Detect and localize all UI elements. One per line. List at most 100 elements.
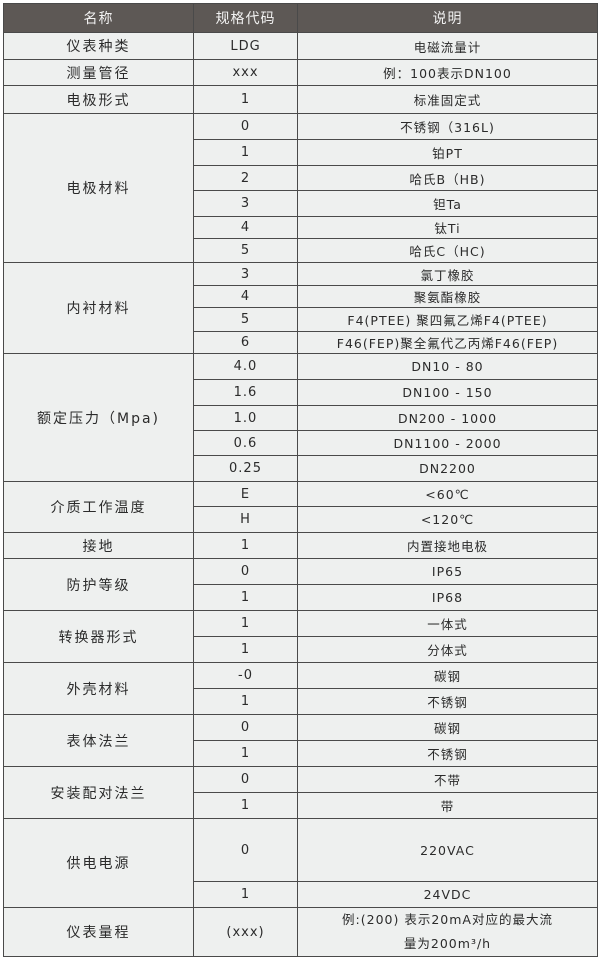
table-row: 防护等级 0 IP65: [3, 558, 598, 611]
spec-code-cell: 3: [193, 262, 298, 286]
spec-code-cell: 1.6: [193, 379, 298, 406]
header-row: 名称 规格代码 说明: [3, 3, 598, 33]
spec-name-cell: 外壳材料: [3, 662, 194, 715]
spec-code-cell: 5: [193, 238, 298, 263]
table-row: 1 24VDC: [4, 881, 598, 908]
spec-name-cell: 介质工作温度: [3, 481, 194, 533]
spec-code-cell: E: [193, 481, 298, 507]
spec-desc-cell: <120℃: [297, 506, 598, 533]
spec-name-cell: 内衬材料: [3, 262, 194, 354]
spec-desc-cell: 氯丁橡胶: [297, 262, 598, 286]
spec-code-cell: 1: [193, 532, 298, 559]
table-row: 接地 1 内置接地电极: [3, 532, 598, 559]
table-row: 外壳材料 -0 碳钢: [3, 662, 598, 715]
spec-desc-cell: 标准固定式: [297, 85, 598, 114]
spec-code-cell: 1: [193, 610, 298, 637]
table-row: 转换器形式 1 一体式: [3, 610, 598, 663]
spec-desc-cell: 分体式: [297, 636, 598, 663]
table-row: 4 聚氨酯橡胶: [4, 285, 598, 308]
table-row: 1 不锈钢: [4, 740, 598, 767]
spec-name-cell: 供电电源: [3, 818, 194, 908]
spec-desc-cell: 带: [297, 792, 598, 819]
spec-desc-cell: <60℃: [297, 481, 598, 507]
spec-name-cell: 防护等级: [3, 558, 194, 611]
spec-name-cell: 电极材料: [3, 113, 194, 263]
spec-code-cell: xxx: [193, 59, 298, 86]
spec-desc-cell: 220VAC: [297, 818, 598, 882]
spec-code-cell: 1: [193, 792, 298, 819]
spec-table-container: 名称 规格代码 说明 仪表种类 LDG 电磁流量计 测量管径 xxx 例：100表示DN1…: [3, 3, 598, 957]
table-row: 4 钛Ti: [4, 216, 598, 239]
spec-code-cell: 1: [193, 688, 298, 715]
spec-code-cell: 4: [193, 216, 298, 239]
table-row: 1 IP68: [4, 584, 598, 611]
table-row: 测量管径 xxx 例：100表示DN100: [3, 59, 598, 86]
spec-desc-cell: 不带: [297, 766, 598, 793]
table-row: 1 分体式: [4, 636, 598, 663]
spec-code-cell: 0.25: [193, 455, 298, 482]
spec-desc-cell: 钛Ti: [297, 216, 598, 239]
table-row: 供电电源 0 220VAC: [3, 818, 598, 908]
table-row: 电极材料 0 不锈钢（316L): [3, 113, 598, 263]
spec-desc-cell: DN200 - 1000: [297, 405, 598, 431]
spec-code-cell: 3: [193, 190, 298, 217]
spec-name-cell: 额定压力（Mpa): [3, 353, 194, 482]
header-name: 名称: [3, 3, 194, 33]
spec-desc-cell: F4(PTEE) 聚四氟乙烯F4(PTEE): [297, 307, 598, 332]
table-row: H <120℃: [4, 506, 598, 533]
spec-desc-cell: 例：100表示DN100: [297, 59, 598, 86]
table-row: 仪表量程 (xxx) 例:(200) 表示20mA对应的最大流量为200m³/h: [3, 907, 598, 957]
spec-desc-cell: 哈氏B（HB): [297, 165, 598, 191]
spec-code-cell: 2: [193, 165, 298, 191]
spec-code-cell: 1: [193, 584, 298, 611]
spec-desc-cell: 不锈钢: [297, 688, 598, 715]
table-row: 1.0 DN200 - 1000: [4, 405, 598, 431]
spec-desc-cell: 不锈钢: [297, 740, 598, 767]
spec-name-cell: 仪表量程: [3, 907, 194, 957]
spec-code-cell: 5: [193, 307, 298, 332]
spec-code-cell: 4.0: [193, 353, 298, 380]
table-row: 2 哈氏B（HB): [4, 165, 598, 191]
spec-code-cell: LDG: [193, 32, 298, 60]
table-row: 3 钽Ta: [4, 190, 598, 217]
spec-code-cell: -0: [193, 662, 298, 689]
header-desc: 说明: [297, 3, 598, 33]
spec-desc-cell: DN10 - 80: [297, 353, 598, 380]
table-row: 1 不锈钢: [4, 688, 598, 715]
spec-name-cell: 电极形式: [3, 85, 194, 114]
spec-name-cell: 仪表种类: [3, 32, 194, 60]
table-row: 介质工作温度 E <60℃: [3, 481, 598, 533]
spec-desc-cell: 例:(200) 表示20mA对应的最大流量为200m³/h: [297, 907, 598, 957]
spec-desc-cell: DN2200: [297, 455, 598, 482]
spec-desc-cell: 碳钢: [297, 662, 598, 689]
spec-name-cell: 转换器形式: [3, 610, 194, 663]
table-row: 内衬材料 3 氯丁橡胶: [3, 262, 598, 354]
spec-name-cell: 测量管径: [3, 59, 194, 86]
spec-desc-cell: IP68: [297, 584, 598, 611]
spec-code-cell: 6: [193, 331, 298, 354]
spec-code-cell: 0: [193, 766, 298, 793]
spec-code-cell: 1: [193, 85, 298, 114]
spec-code-cell: 4: [193, 285, 298, 308]
spec-code-cell: 1.0: [193, 405, 298, 431]
spec-code-cell: 0: [193, 714, 298, 741]
spec-code-cell: 0: [193, 558, 298, 585]
table-row: 安装配对法兰 0 不带: [3, 766, 598, 819]
table-row: 仪表种类 LDG 电磁流量计: [3, 32, 598, 60]
spec-code-cell: 1: [193, 636, 298, 663]
spec-desc-cell: IP65: [297, 558, 598, 585]
spec-desc-cell: DN100 - 150: [297, 379, 598, 406]
spec-desc-cell: 钽Ta: [297, 190, 598, 217]
spec-code-cell: 1: [193, 881, 298, 908]
spec-code-cell: (xxx): [193, 907, 298, 957]
spec-table: 名称 规格代码 说明 仪表种类 LDG 电磁流量计 测量管径 xxx 例：100表示DN1…: [3, 3, 598, 957]
spec-code-cell: 0: [193, 113, 298, 140]
spec-desc-cell: 铂PT: [297, 139, 598, 166]
spec-desc-cell: 内置接地电极: [297, 532, 598, 559]
spec-desc-cell: 聚氨酯橡胶: [297, 285, 598, 308]
spec-code-cell: H: [193, 506, 298, 533]
spec-name-cell: 安装配对法兰: [3, 766, 194, 819]
spec-code-cell: 1: [193, 740, 298, 767]
table-row: 额定压力（Mpa) 4.0 DN10 - 80: [3, 353, 598, 482]
spec-code-cell: 0: [193, 818, 298, 882]
